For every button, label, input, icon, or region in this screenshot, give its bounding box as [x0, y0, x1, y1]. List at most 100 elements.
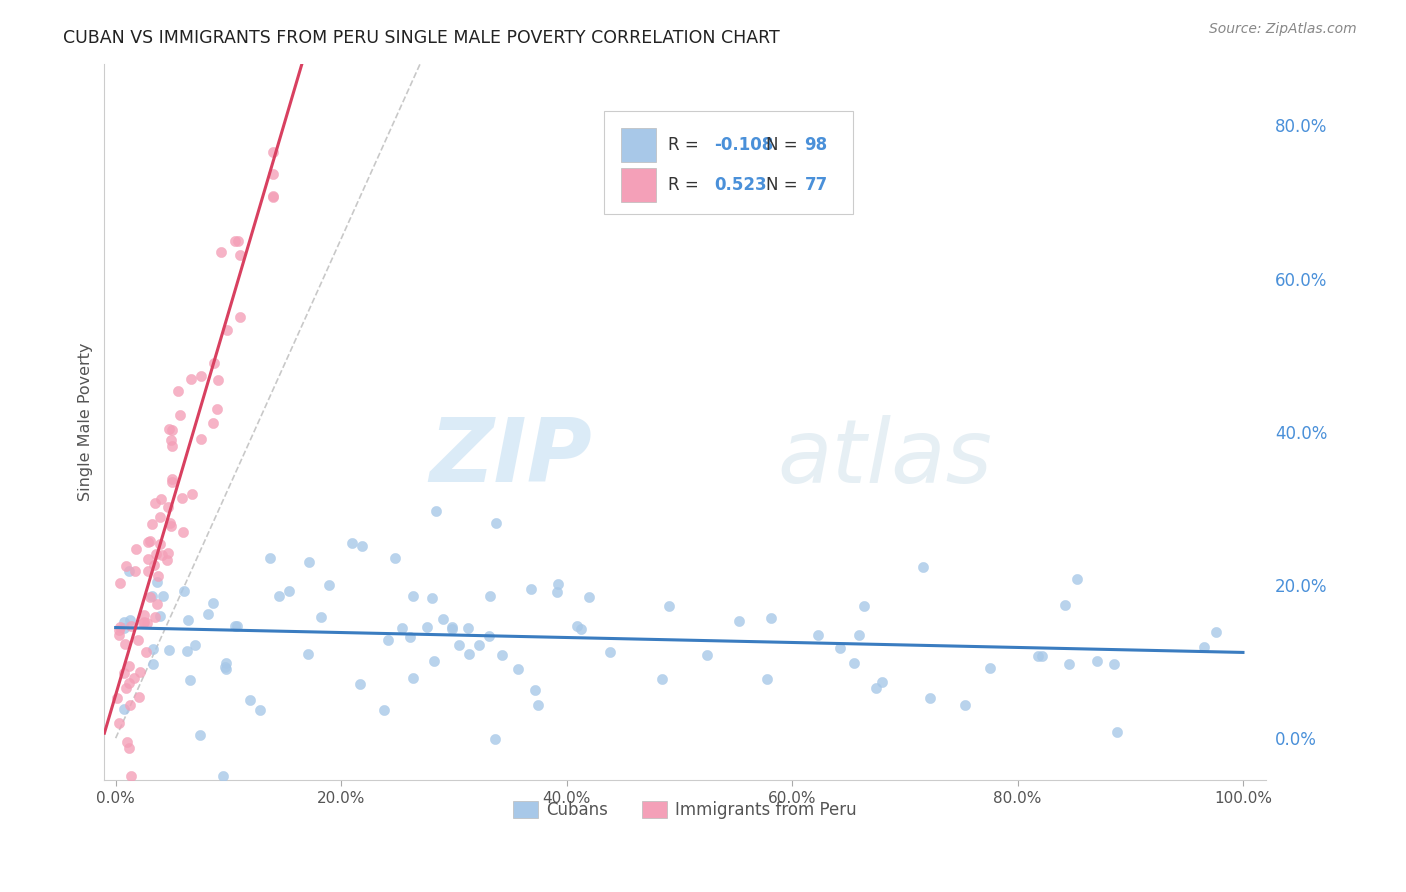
Point — [263, 145, 285, 159]
Point — [202, 596, 225, 610]
Point — [458, 647, 481, 661]
Point — [228, 248, 250, 262]
Point — [918, 691, 941, 706]
Point — [118, 740, 141, 755]
Point — [190, 432, 212, 446]
Point — [135, 615, 157, 630]
Point — [157, 422, 180, 436]
Point — [207, 402, 229, 417]
FancyBboxPatch shape — [621, 128, 657, 162]
Point — [207, 373, 229, 387]
Text: -0.108: -0.108 — [714, 136, 773, 154]
Point — [263, 190, 285, 204]
Point — [491, 648, 513, 662]
Point — [402, 671, 425, 685]
Point — [852, 599, 875, 613]
Point — [169, 408, 191, 422]
Point — [578, 591, 600, 605]
Point — [143, 496, 166, 510]
Point — [129, 665, 152, 679]
Point — [263, 168, 285, 182]
Point — [1205, 624, 1227, 639]
Point — [125, 542, 148, 557]
Point — [112, 615, 135, 629]
Point — [1102, 657, 1125, 672]
Point — [398, 630, 420, 644]
Point — [152, 589, 174, 603]
Point — [202, 356, 225, 370]
Point — [181, 486, 204, 500]
Text: atlas: atlas — [778, 415, 993, 501]
Point — [120, 698, 142, 712]
Text: N =: N = — [766, 176, 803, 194]
Point — [211, 244, 233, 259]
Point — [478, 629, 501, 643]
Point — [425, 504, 447, 518]
Point — [696, 648, 718, 662]
Point — [149, 609, 172, 624]
Point — [160, 434, 183, 448]
Point — [263, 188, 285, 202]
Point — [1031, 648, 1053, 663]
Point — [508, 662, 530, 676]
Point — [865, 681, 887, 695]
Legend: Cubans, Immigrants from Peru: Cubans, Immigrants from Peru — [506, 794, 863, 826]
Point — [842, 657, 865, 671]
Point — [180, 372, 202, 386]
FancyBboxPatch shape — [603, 111, 853, 214]
Point — [761, 611, 783, 625]
Point — [422, 654, 444, 668]
Point — [172, 525, 194, 540]
Point — [115, 681, 138, 695]
Point — [188, 728, 211, 742]
Point — [727, 614, 749, 628]
Point — [215, 322, 238, 336]
Point — [145, 547, 167, 561]
Point — [150, 548, 173, 562]
Point — [524, 683, 547, 698]
Point — [420, 591, 443, 606]
Point — [402, 589, 425, 603]
Point — [141, 517, 163, 532]
Point — [440, 622, 463, 636]
Point — [1085, 654, 1108, 668]
Point — [1107, 725, 1129, 739]
Point — [415, 620, 437, 634]
Text: 98: 98 — [804, 136, 828, 154]
Point — [107, 628, 129, 642]
Point — [278, 583, 301, 598]
Point — [157, 643, 180, 657]
Point — [146, 598, 169, 612]
Point — [870, 674, 893, 689]
Point — [127, 633, 149, 648]
FancyBboxPatch shape — [621, 168, 657, 202]
Point — [567, 618, 589, 632]
Point — [159, 516, 181, 531]
Point — [349, 677, 371, 691]
Point — [115, 558, 138, 573]
Point — [179, 673, 201, 687]
Point — [214, 660, 236, 674]
Point — [214, 662, 236, 676]
Point — [132, 616, 155, 631]
Point — [167, 384, 190, 398]
Point — [651, 672, 673, 686]
Text: CUBAN VS IMMIGRANTS FROM PERU SINGLE MALE POVERTY CORRELATION CHART: CUBAN VS IMMIGRANTS FROM PERU SINGLE MAL… — [63, 29, 780, 47]
Point — [122, 671, 145, 685]
Point — [224, 619, 246, 633]
Point — [120, 614, 142, 628]
Point — [440, 620, 463, 634]
Point — [447, 638, 470, 652]
Point — [142, 558, 165, 572]
Point — [135, 645, 157, 659]
Point — [149, 491, 172, 506]
Point — [176, 644, 198, 658]
Point — [155, 553, 177, 567]
Point — [120, 769, 142, 783]
Point — [132, 615, 155, 630]
Point — [485, 516, 508, 531]
Y-axis label: Single Male Poverty: Single Male Poverty — [79, 343, 93, 501]
Point — [547, 577, 569, 591]
Text: R =: R = — [668, 176, 703, 194]
Point — [136, 564, 159, 578]
